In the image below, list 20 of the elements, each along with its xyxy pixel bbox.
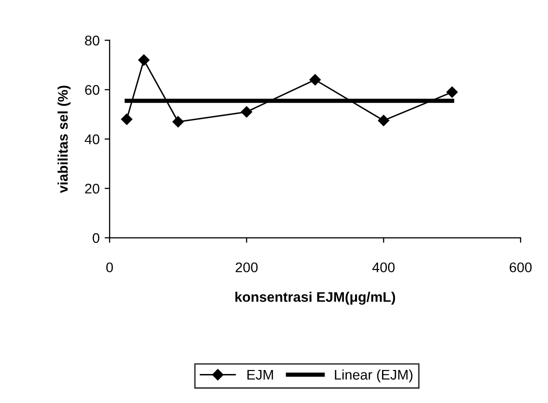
x-tick-label: 200 xyxy=(236,262,258,272)
y-tick-label: 20 xyxy=(85,184,100,194)
x-tick-label: 400 xyxy=(372,262,395,272)
y-axis-title: viabilitas sel (%) xyxy=(58,86,71,194)
y-tick-label: 40 xyxy=(84,134,100,144)
y-tick-label: 60 xyxy=(85,85,100,95)
x-tick-label: 600 xyxy=(510,262,532,272)
point xyxy=(172,116,184,128)
point xyxy=(446,86,458,98)
y-tick-label: 80 xyxy=(85,36,100,46)
point xyxy=(121,114,132,125)
point xyxy=(378,114,390,126)
legend-label: Linear (EJM) xyxy=(334,369,412,382)
point xyxy=(138,54,150,66)
point xyxy=(309,74,321,86)
x-tick-label: 0 xyxy=(106,262,113,272)
x-axis-title: konsentrasi EJM(μg/mL) xyxy=(235,292,396,305)
y-tick-label: 0 xyxy=(92,233,100,243)
legend-label: EJM xyxy=(247,370,273,380)
point xyxy=(240,106,252,118)
